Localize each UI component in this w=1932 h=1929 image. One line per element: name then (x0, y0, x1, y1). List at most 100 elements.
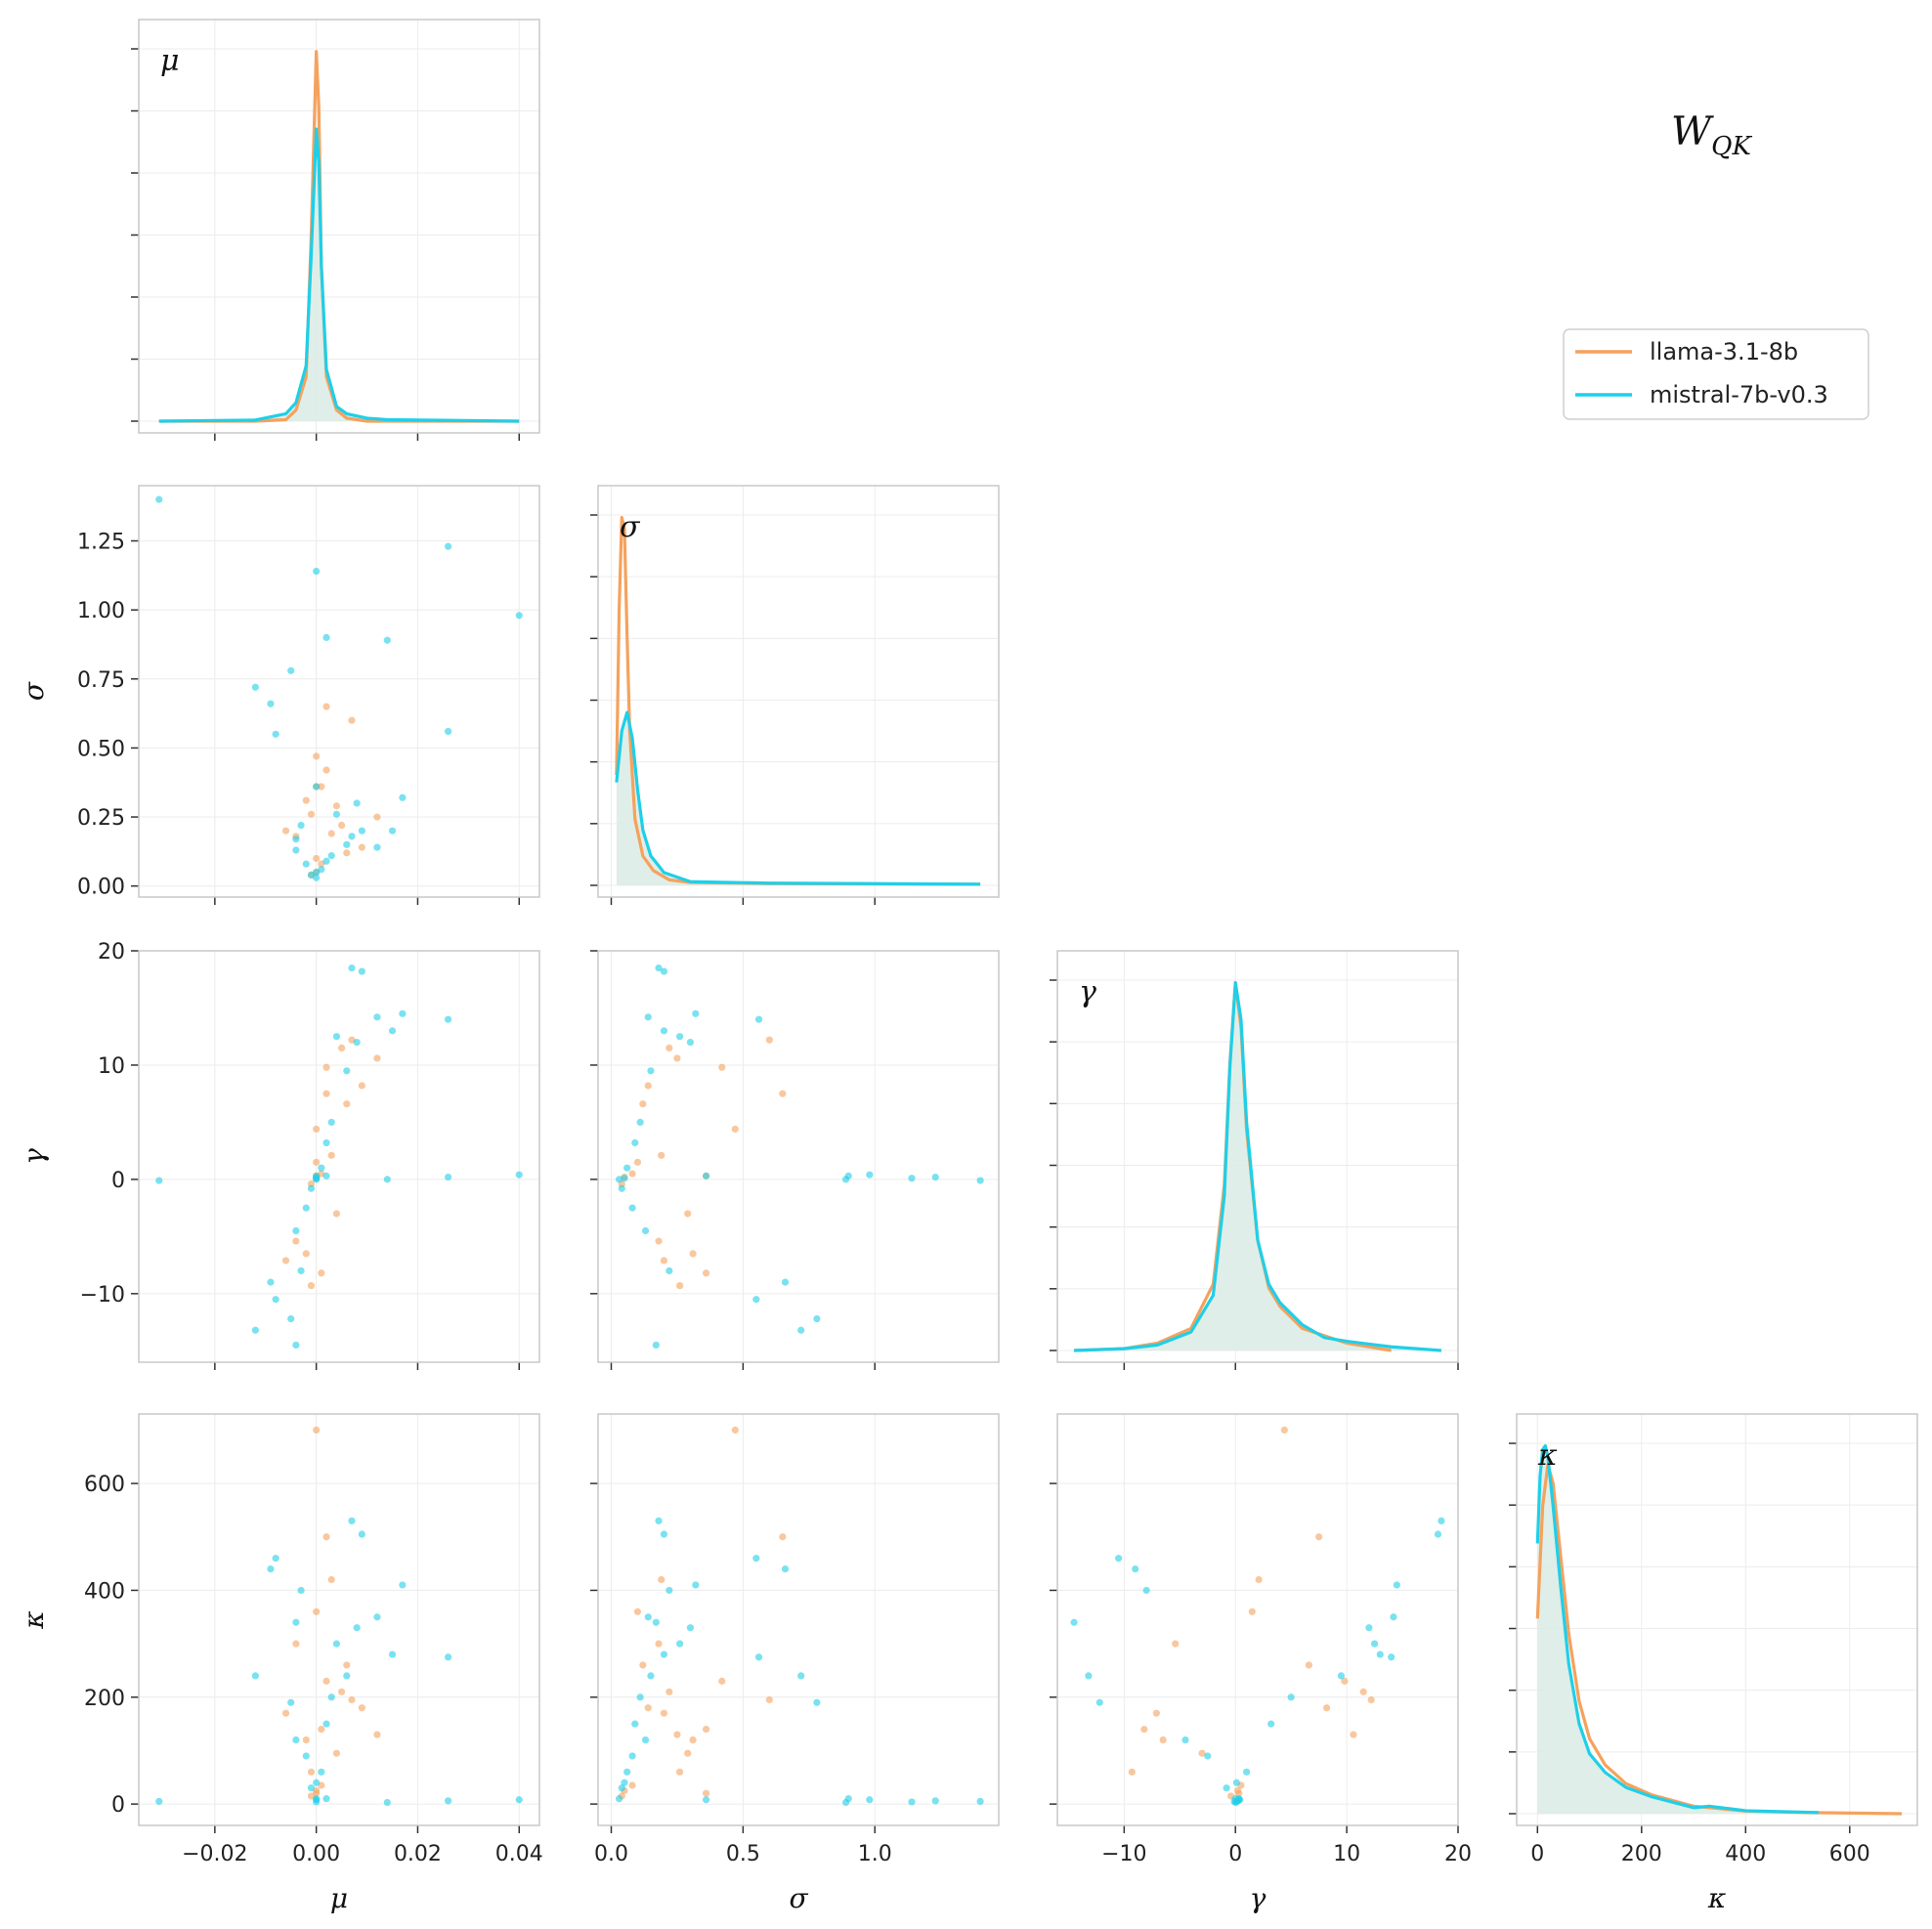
scatter-point-llama-3.1-8b (684, 1749, 692, 1757)
tick-label-y-sigma: 1.00 (77, 599, 125, 623)
scatter-point-llama-3.1-8b (322, 1533, 330, 1541)
scatter-point-mistral-7b-v0.3 (1365, 1624, 1373, 1632)
scatter-point-llama-3.1-8b (373, 1731, 381, 1738)
scatter-point-mistral-7b-v0.3 (781, 1278, 790, 1286)
scatter-point-mistral-7b-v0.3 (343, 840, 351, 848)
tick-label-x-mu: −0.02 (182, 1842, 247, 1866)
scatter-point-mistral-7b-v0.3 (976, 1797, 984, 1805)
scatter-point-llama-3.1-8b (343, 849, 351, 857)
scatter-point-mistral-7b-v0.3 (754, 1653, 763, 1661)
scatter-point-mistral-7b-v0.3 (307, 1184, 316, 1192)
scatter-point-llama-3.1-8b (633, 1608, 642, 1615)
panel-frame (597, 950, 1000, 1363)
scatter-point-mistral-7b-v0.3 (155, 1797, 163, 1805)
scatter-point-mistral-7b-v0.3 (636, 1118, 644, 1127)
scatter-point-mistral-7b-v0.3 (313, 1779, 321, 1786)
scatter-point-mistral-7b-v0.3 (1388, 1653, 1395, 1661)
scatter-point-mistral-7b-v0.3 (655, 1517, 663, 1524)
scatter-point-llama-3.1-8b (639, 1661, 647, 1669)
scatter-point-mistral-7b-v0.3 (621, 1779, 628, 1786)
scatter-point-mistral-7b-v0.3 (1393, 1581, 1400, 1589)
scatter-point-mistral-7b-v0.3 (647, 1672, 655, 1680)
scatter-point-mistral-7b-v0.3 (641, 1736, 650, 1744)
panel-sigma-vs-gamma (590, 950, 1000, 1370)
scatter-point-llama-3.1-8b (1152, 1709, 1160, 1717)
scatter-point-mistral-7b-v0.3 (686, 1038, 695, 1047)
scatter-point-mistral-7b-v0.3 (292, 1736, 300, 1744)
scatter-point-llama-3.1-8b (1359, 1688, 1367, 1695)
scatter-point-llama-3.1-8b (1235, 1789, 1243, 1797)
scatter-point-llama-3.1-8b (313, 1125, 321, 1134)
scatter-point-mistral-7b-v0.3 (322, 1172, 330, 1179)
scatter-point-llama-3.1-8b (322, 1677, 330, 1685)
tick-label-y-kappa: 0 (111, 1793, 125, 1818)
panel-gamma-vs-kappa: −10 0 10 20 γ (1050, 1413, 1472, 1914)
diag-label-gamma: γ (1079, 975, 1096, 1009)
scatter-point-mistral-7b-v0.3 (313, 783, 321, 791)
scatter-point-mistral-7b-v0.3 (652, 1341, 660, 1350)
x-axis-label-sigma: σ (789, 1882, 808, 1914)
scatter-point-mistral-7b-v0.3 (628, 1752, 636, 1760)
scatter-point-mistral-7b-v0.3 (292, 846, 300, 854)
scatter-point-llama-3.1-8b (644, 1082, 652, 1090)
scatter-point-mistral-7b-v0.3 (660, 1027, 668, 1035)
tick-label-y-sigma: 0.50 (77, 737, 125, 761)
scatter-point-mistral-7b-v0.3 (343, 1067, 351, 1075)
scatter-point-llama-3.1-8b (343, 1661, 351, 1669)
scatter-point-mistral-7b-v0.3 (287, 666, 295, 674)
scatter-point-llama-3.1-8b (1350, 1731, 1357, 1738)
scatter-point-llama-3.1-8b (327, 1575, 335, 1584)
tick-label-x-sigma: 1.0 (858, 1842, 892, 1866)
scatter-point-llama-3.1-8b (307, 1768, 316, 1776)
scatter-point-mistral-7b-v0.3 (272, 730, 279, 738)
scatter-point-mistral-7b-v0.3 (444, 1797, 452, 1805)
scatter-point-llama-3.1-8b (658, 1151, 665, 1159)
scatter-point-mistral-7b-v0.3 (676, 1640, 684, 1648)
panel-frame (138, 1413, 540, 1826)
scatter-point-mistral-7b-v0.3 (251, 1672, 259, 1680)
scatter-point-mistral-7b-v0.3 (348, 833, 356, 840)
panel-mu-vs-gamma: −10 0 10 20 γ (18, 940, 540, 1370)
scatter-point-mistral-7b-v0.3 (644, 1013, 652, 1021)
scatter-point-llama-3.1-8b (684, 1210, 692, 1218)
tick-label-x-kappa: 200 (1621, 1842, 1662, 1866)
scatter-point-mistral-7b-v0.3 (1287, 1693, 1295, 1701)
scatter-point-mistral-7b-v0.3 (692, 1009, 700, 1017)
scatter-point-mistral-7b-v0.3 (686, 1624, 695, 1632)
panel-kappa-density: 0 200 400 600 κ κ (1509, 1413, 1918, 1914)
scatter-point-llama-3.1-8b (673, 1054, 681, 1062)
scatter-point-mistral-7b-v0.3 (615, 1176, 623, 1183)
tick-label-y-gamma: 20 (98, 940, 125, 964)
scatter-point-llama-3.1-8b (765, 1036, 773, 1044)
panel-mu-vs-sigma: 0.00 0.25 0.50 0.75 1.00 1.25 σ (18, 485, 540, 905)
scatter-point-mistral-7b-v0.3 (652, 1618, 660, 1626)
scatter-point-mistral-7b-v0.3 (267, 1565, 275, 1573)
tick-label-x-kappa: 0 (1530, 1842, 1544, 1866)
scatter-point-llama-3.1-8b (779, 1533, 787, 1541)
scatter-point-mistral-7b-v0.3 (388, 1650, 397, 1658)
scatter-point-mistral-7b-v0.3 (444, 1653, 452, 1661)
scatter-point-mistral-7b-v0.3 (665, 1586, 673, 1595)
scatter-point-llama-3.1-8b (718, 1063, 726, 1071)
scatter-point-mistral-7b-v0.3 (313, 874, 321, 881)
scatter-point-mistral-7b-v0.3 (615, 1795, 623, 1803)
scatter-point-llama-3.1-8b (307, 1282, 316, 1290)
scatter-point-llama-3.1-8b (313, 1158, 321, 1166)
scatter-point-mistral-7b-v0.3 (844, 1172, 852, 1179)
tick-label-y-kappa: 200 (84, 1687, 125, 1711)
scatter-point-llama-3.1-8b (318, 783, 325, 791)
scatter-point-llama-3.1-8b (665, 1044, 673, 1052)
density-line-mistral-7b-v0.3 (158, 127, 520, 423)
scatter-point-mistral-7b-v0.3 (327, 852, 335, 860)
scatter-point-llama-3.1-8b (322, 766, 330, 774)
scatter-point-mistral-7b-v0.3 (251, 1326, 259, 1334)
scatter-point-mistral-7b-v0.3 (655, 964, 663, 972)
scatter-point-mistral-7b-v0.3 (358, 827, 365, 835)
scatter-point-mistral-7b-v0.3 (660, 1650, 668, 1658)
scatter-point-llama-3.1-8b (1255, 1575, 1263, 1584)
panel-frame (1516, 1413, 1918, 1826)
scatter-point-llama-3.1-8b (307, 810, 316, 818)
scatter-point-llama-3.1-8b (1367, 1695, 1375, 1704)
scatter-point-mistral-7b-v0.3 (628, 1204, 636, 1212)
scatter-point-llama-3.1-8b (318, 1725, 325, 1734)
